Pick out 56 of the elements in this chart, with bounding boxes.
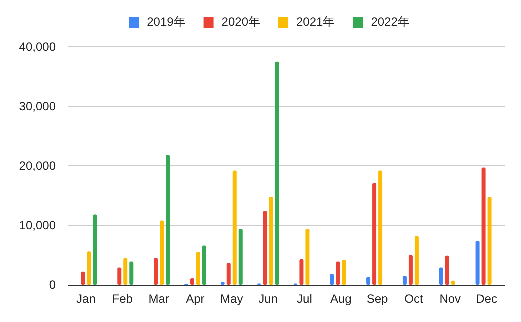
bar: [130, 262, 134, 285]
y-tick-label: 30,000: [19, 100, 56, 114]
x-tick-label: May: [220, 292, 244, 306]
bar: [269, 196, 274, 285]
x-tick-label: Apr: [186, 292, 205, 306]
bar: [342, 260, 346, 285]
bar: [408, 255, 413, 285]
bar: [202, 246, 206, 285]
y-tick-label: 40,000: [19, 40, 56, 54]
bar: [196, 252, 200, 285]
bar: [81, 272, 86, 285]
legend-label: 2021年: [296, 15, 336, 29]
x-tick-label: Oct: [404, 292, 424, 306]
bar: [275, 62, 280, 285]
bar: [226, 262, 231, 285]
bar: [87, 252, 92, 285]
bar: [166, 155, 170, 285]
bar: [445, 256, 450, 285]
x-tick-label: Jun: [258, 292, 278, 306]
bar: [372, 183, 377, 285]
x-tick-label: Nov: [440, 292, 462, 306]
bar: [190, 278, 194, 285]
y-tick-label: 0: [49, 278, 56, 292]
y-tick-label: 10,000: [19, 218, 56, 232]
legend-label: 2019年: [147, 15, 186, 29]
bar: [124, 258, 128, 285]
x-tick-label: Aug: [330, 292, 352, 306]
x-tick-label: Feb: [112, 292, 134, 306]
bar: [232, 170, 237, 285]
bar: [439, 268, 444, 285]
legend-label: 2022年: [371, 15, 410, 29]
legend-label: 2020年: [222, 15, 260, 29]
bar: [366, 277, 371, 285]
x-tick-label: Jul: [297, 292, 312, 306]
x-tick-label: Dec: [476, 292, 498, 306]
bar: [476, 240, 480, 285]
bar: [488, 196, 492, 285]
bar: [154, 258, 158, 285]
bar: [330, 274, 334, 285]
bar: [118, 268, 122, 285]
x-tick-label: Mar: [148, 292, 170, 306]
bar: [160, 220, 164, 285]
bar: [238, 229, 243, 285]
bar: [306, 229, 310, 285]
bar: [336, 262, 340, 285]
bar: [378, 170, 383, 285]
y-tick-label: 20,000: [19, 159, 56, 173]
bar: [482, 168, 486, 285]
bar: [93, 214, 98, 285]
bar: [263, 211, 268, 285]
bar: [451, 280, 456, 285]
bar: [414, 236, 419, 285]
x-tick-label: Jan: [76, 292, 96, 306]
bar: [300, 259, 304, 285]
x-tick-label: Sep: [366, 292, 389, 306]
bar: [402, 276, 407, 285]
